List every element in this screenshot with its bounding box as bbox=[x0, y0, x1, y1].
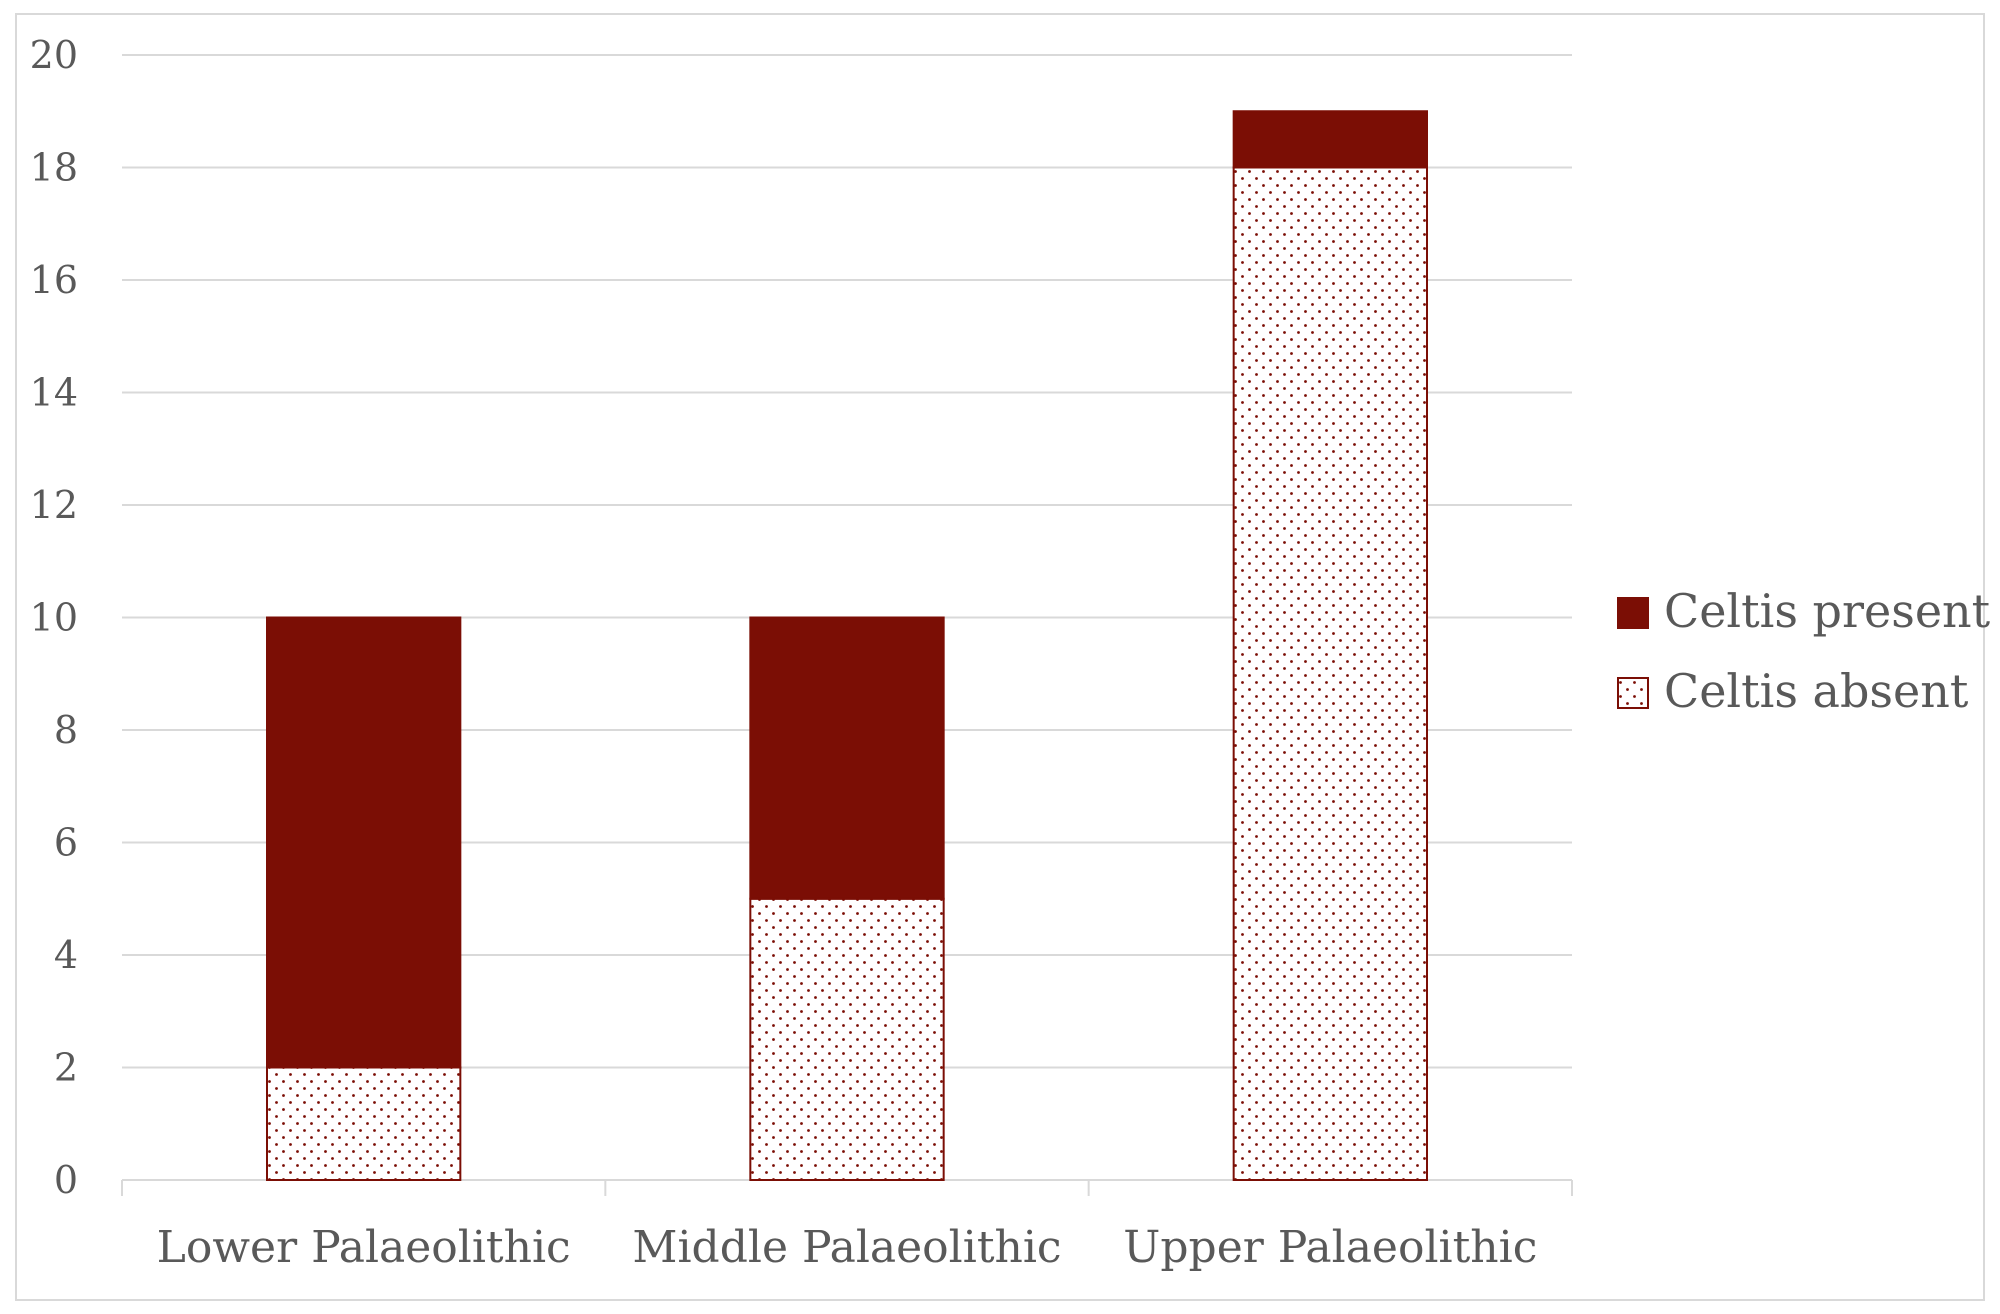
x-tick-label-2: Middle Palaeolithic bbox=[632, 1222, 1061, 1273]
legend-label-celtis-present: Celtis present bbox=[1664, 584, 1991, 638]
bar-celtis-absent-1 bbox=[266, 1066, 462, 1181]
bar-celtis-present-3 bbox=[1232, 110, 1428, 169]
bar-celtis-absent-3 bbox=[1232, 166, 1428, 1181]
x-axis-labels: Lower Palaeolithic Middle Palaeolithic Upp… bbox=[157, 1222, 1538, 1273]
bar-celtis-present-1 bbox=[266, 616, 462, 1069]
bar-celtis-absent-2 bbox=[749, 897, 945, 1181]
chart-border bbox=[15, 13, 1985, 1301]
x-tick-label-3: Upper Palaeolithic bbox=[1123, 1222, 1537, 1273]
y-tick-label-0: 0 bbox=[54, 1158, 78, 1202]
legend-label-celtis-absent: Celtis absent bbox=[1664, 664, 1969, 718]
y-tick-label-20: 20 bbox=[30, 33, 78, 77]
y-tick-label-12: 12 bbox=[30, 483, 78, 527]
x-tick-label-1: Lower Palaeolithic bbox=[157, 1222, 571, 1273]
y-axis-ticks: 0 2 4 6 8 10 12 14 16 18 20 bbox=[30, 33, 78, 1202]
y-tick-label-6: 6 bbox=[54, 821, 78, 865]
y-tick-label-8: 8 bbox=[54, 708, 78, 752]
legend: Celtis present Celtis absent bbox=[1617, 584, 1991, 718]
y-tick-label-18: 18 bbox=[30, 146, 78, 190]
y-tick-label-10: 10 bbox=[30, 596, 78, 640]
y-tick-label-14: 14 bbox=[30, 371, 78, 415]
y-tick-label-2: 2 bbox=[54, 1046, 78, 1090]
y-tick-label-16: 16 bbox=[30, 258, 78, 302]
legend-swatch-celtis-absent bbox=[1617, 677, 1649, 709]
y-tick-label-4: 4 bbox=[54, 933, 78, 977]
legend-swatch-celtis-present bbox=[1617, 597, 1649, 629]
x-axis bbox=[121, 1179, 1573, 1196]
bars bbox=[266, 110, 1428, 1181]
bar-celtis-present-2 bbox=[749, 616, 945, 900]
